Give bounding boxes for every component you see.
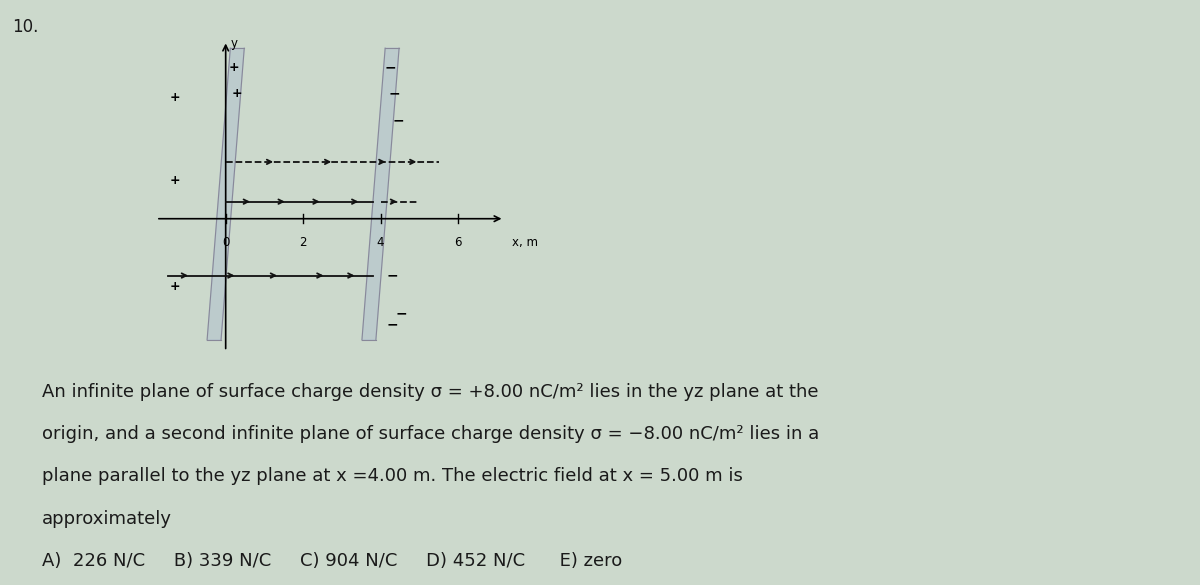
Text: +: + bbox=[232, 87, 242, 100]
Text: −: − bbox=[396, 307, 408, 321]
Text: −: − bbox=[389, 87, 400, 101]
Text: +: + bbox=[170, 174, 181, 187]
Text: approximately: approximately bbox=[42, 510, 172, 528]
Text: −: − bbox=[386, 269, 398, 283]
Text: +: + bbox=[229, 61, 240, 74]
Text: x, m: x, m bbox=[512, 236, 538, 249]
Text: −: − bbox=[386, 318, 398, 332]
Text: 6: 6 bbox=[454, 236, 462, 249]
Text: y: y bbox=[230, 37, 238, 50]
Text: +: + bbox=[170, 280, 181, 294]
Text: +: + bbox=[170, 91, 181, 104]
Polygon shape bbox=[362, 48, 400, 340]
Text: An infinite plane of surface charge density σ = +8.00 nC/m² lies in the yz plane: An infinite plane of surface charge dens… bbox=[42, 383, 818, 401]
Text: origin, and a second infinite plane of surface charge density σ = −8.00 nC/m² li: origin, and a second infinite plane of s… bbox=[42, 425, 820, 443]
Text: 2: 2 bbox=[299, 236, 307, 249]
Text: A)  226 N/C     B) 339 N/C     C) 904 N/C     D) 452 N/C      E) zero: A) 226 N/C B) 339 N/C C) 904 N/C D) 452 … bbox=[42, 552, 623, 570]
Text: 10.: 10. bbox=[12, 18, 38, 36]
Polygon shape bbox=[208, 48, 245, 340]
Text: 4: 4 bbox=[377, 236, 384, 249]
Text: −: − bbox=[384, 60, 396, 74]
Text: −: − bbox=[392, 113, 403, 127]
Text: 0: 0 bbox=[222, 236, 229, 249]
Text: plane parallel to the yz plane at x =4.00 m. The electric field at x = 5.00 m is: plane parallel to the yz plane at x =4.0… bbox=[42, 467, 743, 486]
